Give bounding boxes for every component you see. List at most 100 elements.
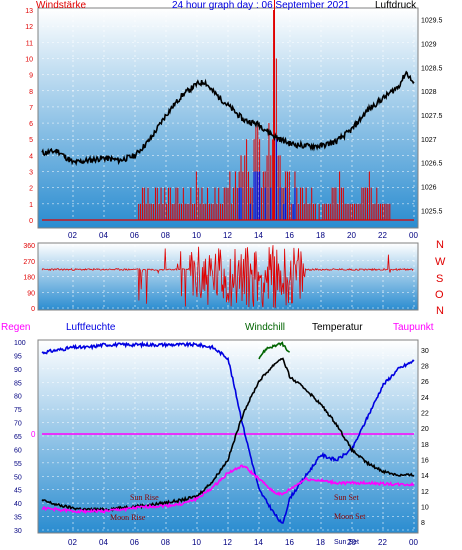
panel3-x-tick-label: 02 (68, 538, 77, 547)
panel2-y-tick-label: 90 (27, 290, 35, 297)
panel1-right-y-tick-label: 1027.5 (421, 113, 443, 120)
panel3-right-y-tick-label: 30 (421, 348, 429, 355)
panel3-left-y-tick-label: 95 (14, 353, 22, 360)
header-left-label: Windstärke (36, 0, 86, 11)
grid-lines (42, 9, 415, 531)
panel3-x-tick-label: 08 (161, 538, 170, 547)
panel3-x-tick-label: 04 (99, 538, 108, 547)
panel3-right-y-tick-label: 26 (421, 379, 429, 386)
panel1-left-y-tick-label: 6 (29, 121, 33, 128)
panel1-right-y-tick-label: 1025.5 (421, 208, 443, 215)
panel1-x-tick-label: 08 (161, 231, 170, 240)
panel1-x-tick-label: 12 (223, 231, 232, 240)
direction-letter-w: W (435, 256, 446, 268)
panel3-left-y-tick-label: 60 (14, 447, 22, 454)
panel1-x-tick-label: 18 (316, 231, 325, 240)
luftfeuchte-label: Luftfeuchte (66, 322, 116, 333)
panel1-x-tick-label: 22 (378, 231, 387, 240)
panel3-left-y-tick-label: 70 (14, 421, 22, 428)
panel1-left-y-tick-label: 0 (29, 218, 33, 225)
panel3-right-y-tick-label: 22 (421, 411, 429, 418)
panel1-right-y-tick-label: 1026 (421, 185, 437, 192)
panel3-x-tick-label: 12 (223, 538, 232, 547)
panel3-x-tick-label: 20 (347, 538, 356, 547)
panel3-x-tick-label: 06 (130, 538, 139, 547)
panel3-left-y-tick-label: 30 (14, 528, 22, 535)
panel1-left-y-tick-label: 9 (29, 73, 33, 80)
windchill-label: Windchill (245, 322, 285, 333)
direction-letter-n-bottom: N (436, 305, 444, 317)
panel1-left-y-tick-label: 3 (29, 170, 33, 177)
panel1-left-y-tick-label: 2 (29, 186, 33, 193)
panel3-left-y-tick-label: 65 (14, 434, 22, 441)
panel1-x-tick-label: 04 (99, 231, 108, 240)
tick-labels: 02 04 06 08 10 12 14 16 18 20 22 000123456789101112… (14, 8, 443, 547)
panel3-left-y-tick-label: 55 (14, 461, 22, 468)
moon-rise-label: Moon Rise (110, 513, 146, 522)
panel3-left-y-tick-label: 75 (14, 407, 22, 414)
panel1-right-y-tick-label: 1027 (421, 137, 437, 144)
panel1-x-tick-label: 14 (254, 231, 263, 240)
direction-letter-s: S (436, 273, 443, 285)
temperatur-label: Temperatur (312, 322, 363, 333)
panel3-left-y-tick-label: 35 (14, 515, 22, 522)
panel3-x-tick-label: 10 (192, 538, 201, 547)
panel3-right-y-tick-label: 20 (421, 426, 429, 433)
panel1-x-tick-label: 00 (409, 231, 418, 240)
series-lines (41, 0, 415, 524)
panel1-left-y-tick-label: 7 (29, 105, 33, 112)
panel3-right-y-tick-label: 14 (421, 473, 429, 480)
pressure-line (41, 70, 415, 167)
panel3-left-y-tick-label: 40 (14, 501, 22, 508)
panel1-right-y-tick-label: 1026.5 (421, 161, 443, 168)
direction-letter-o: O (435, 289, 444, 301)
panel3-x-tick-label: 18 (316, 538, 325, 547)
direction-letter-n-top: N (436, 239, 444, 251)
panel1-left-y-tick-label: 1 (29, 202, 33, 209)
panel3-right-y-tick-label: 24 (421, 395, 429, 402)
panel3-x-tick-label: 00 (409, 538, 418, 547)
panel2-y-tick-label: 0 (31, 306, 35, 313)
windchill-line (258, 341, 290, 360)
panel3-right-y-tick-label: 12 (421, 489, 429, 496)
wind-direction-line (41, 245, 414, 308)
regen-zero-label: 0 (31, 430, 36, 439)
panel3-right-y-tick-label: 18 (421, 442, 429, 449)
panel1-left-y-tick-label: 10 (25, 56, 33, 63)
panel1-left-y-tick-label: 12 (25, 24, 33, 31)
panel2-y-tick-label: 180 (23, 275, 35, 282)
panel3-x-tick-label: 22 (378, 538, 387, 547)
panel1-x-tick-label: 10 (192, 231, 201, 240)
panel3-left-y-tick-label: 90 (14, 367, 22, 374)
panel3-right-y-tick-label: 8 (421, 520, 425, 527)
panel3-left-y-tick-label: 45 (14, 488, 22, 495)
panel1-left-y-tick-label: 8 (29, 89, 33, 96)
panel1-left-y-tick-label: 13 (25, 8, 33, 15)
header-right-label: Luftdruck (375, 0, 417, 11)
panel3-left-y-tick-label: 80 (14, 394, 22, 401)
panel1-left-y-tick-label: 4 (29, 153, 33, 160)
panel3-x-tick-label: 16 (285, 538, 294, 547)
panel1-left-y-tick-label: 5 (29, 137, 33, 144)
panel2-y-tick-label: 360 (23, 243, 35, 250)
panel3-right-y-tick-label: 10 (421, 505, 429, 512)
panel1-left-y-tick-label: 11 (26, 40, 33, 47)
header-title: 24 hour graph day : 06 September 2021 (172, 0, 350, 11)
taupunkt-label: Taupunkt (393, 322, 434, 333)
regen-label: Regen (1, 322, 30, 333)
panel3-right-y-tick-label: 28 (421, 364, 429, 371)
panel1-x-tick-label: 02 (68, 231, 77, 240)
panel3-x-tick-label: 14 (254, 538, 263, 547)
panel3-left-y-tick-label: 100 (14, 340, 26, 347)
sun-rise-label: Sun Rise (130, 493, 159, 502)
panel3-right-y-tick-label: 16 (421, 458, 429, 465)
panel1-right-y-tick-label: 1029 (421, 41, 437, 48)
panel3-left-y-tick-label: 50 (14, 474, 22, 481)
moon-set-label: Moon Set (334, 512, 366, 521)
panel1-right-y-tick-label: 1028 (421, 89, 437, 96)
panel1-right-y-tick-label: 1028.5 (421, 65, 443, 72)
sun-set-label: Sun Set (334, 493, 359, 502)
panel1-right-y-tick-label: 1029.5 (421, 18, 443, 25)
panel1-x-tick-label: 20 (347, 231, 356, 240)
